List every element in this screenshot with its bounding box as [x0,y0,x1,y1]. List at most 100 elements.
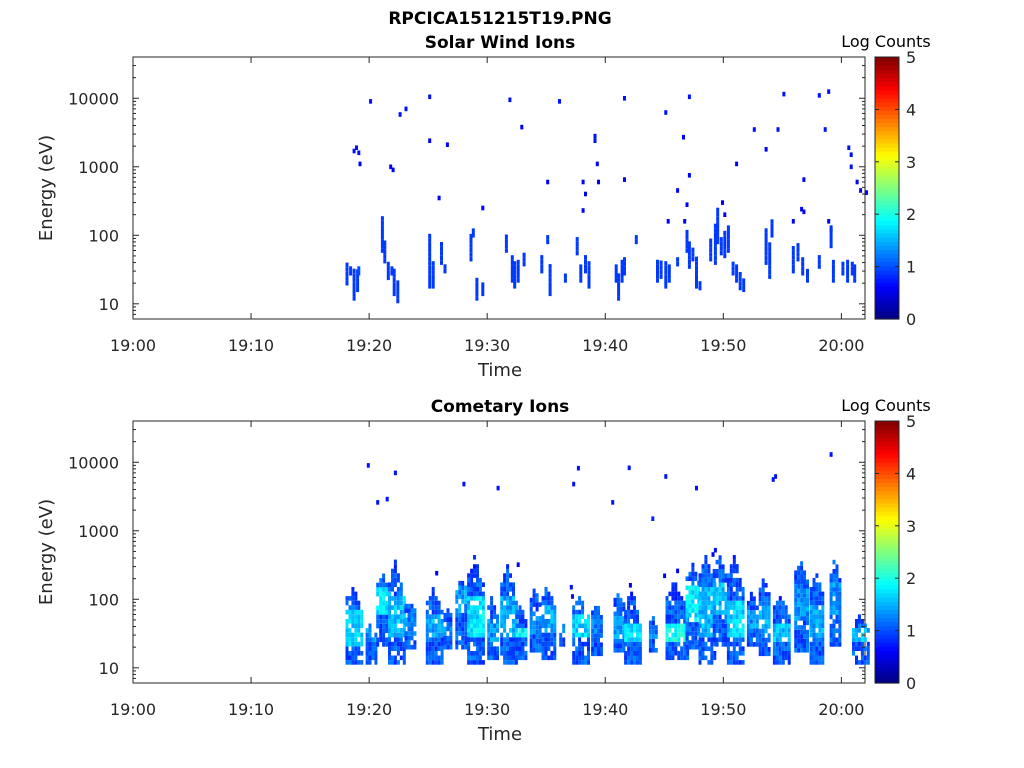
spectrogram-cell [627,641,631,647]
spectrogram-cell [850,261,854,267]
spectrogram-cell [806,634,809,639]
spectrogram-cell [434,646,438,651]
spectrogram-cell [815,596,819,601]
spectrogram-cell [623,96,626,101]
spectrogram-cell [797,602,801,607]
spectrogram-cell [496,646,499,651]
spectrogram-cell [434,596,438,601]
spectrogram-cell [617,291,621,297]
colorbar-swatch [875,494,899,500]
spectrogram-cell [835,582,839,588]
colorbar-swatch [875,151,899,156]
spectrogram-cell [614,264,618,269]
colorbar-swatch [875,310,899,316]
colorbar-swatch [875,138,899,144]
colorbar-swatch [875,241,899,246]
spectrogram-cell [674,641,678,647]
spectrogram-cell [671,650,675,656]
spectrogram-cell [512,587,515,592]
spectrogram-cell [715,600,719,606]
spectrogram-cell [490,619,494,624]
colorbar-swatch [875,216,899,222]
spectrogram-cell [691,256,695,262]
spectrogram-cell [503,651,507,656]
spectrogram-cell [402,609,406,615]
spectrogram-cell [404,640,408,645]
spectrogram-cell [379,605,383,611]
spectrogram-cell [794,606,798,612]
colorbar-tick-label: 1 [906,622,916,641]
spectrogram-cell [688,640,692,645]
spectrogram-cell [374,660,378,665]
spectrogram-cell [664,261,668,266]
spectrogram-cell [464,590,468,595]
spectrogram-cell [619,611,623,617]
spectrogram-cell [503,573,507,578]
spectrogram-cell [503,628,507,633]
spectrogram-cell [351,600,355,606]
spectrogram-cell [532,602,536,607]
spectrogram-cell [761,647,765,652]
colorbar-swatch [875,568,899,574]
spectrogram-cell [611,500,615,505]
spectrogram-cell [622,629,626,635]
spectrogram-cell [382,628,386,633]
spectrogram-cell [449,612,453,618]
spectrogram-cell [796,256,800,262]
spectrogram-cell [597,647,600,652]
spectrogram-cell [850,266,854,271]
spectrogram-cell [376,610,380,615]
spectrogram-cell [513,265,517,271]
spectrogram-cell [437,605,441,610]
panel-title-solar-wind: Solar Wind Ions [425,33,576,53]
spectrogram-cell [352,277,356,283]
spectrogram-cell [383,245,387,250]
spectrogram-cell [404,635,408,641]
spectrogram-cell [376,587,380,592]
figure-title: RPCICA151215T19.PNG [388,9,611,29]
spectrogram-cell [476,577,479,583]
spectrogram-cell [712,569,716,574]
spectrogram-cell [443,626,447,632]
colorbar-swatch [875,106,899,111]
spectrogram-cell [593,138,597,143]
spectrogram-cell [376,582,380,588]
spectrogram-cell [713,587,717,592]
spectrogram-cell [396,294,400,299]
spectrogram-cell [784,646,788,651]
spectrogram-cell [821,619,825,624]
spectrogram-cell [597,624,600,629]
spectrogram-cell [761,601,765,606]
spectrogram-cell [821,632,825,638]
spectrogram-cell [794,570,798,575]
spectrogram-cell [704,568,708,574]
spectrogram-cell [470,651,474,656]
spectrogram-cell [478,646,482,651]
spectrogram-cell [599,615,603,620]
spectrogram-cell [428,279,432,285]
spectrogram-cell [529,625,533,630]
spectrogram-cell [613,643,617,649]
spectrogram-cell [827,89,831,94]
spectrogram-cell [365,641,369,647]
spectrogram-cell [749,614,753,620]
spectrogram-cell [638,646,642,651]
spectrogram-cell [473,587,476,592]
spectrogram-cell [513,274,517,280]
spectrogram-cell [738,660,742,665]
spectrogram-cell [396,605,400,610]
spectrogram-cell [506,605,510,610]
spectrogram-cell [512,632,515,638]
spectrogram-cell [476,587,479,592]
spectrogram-cell [803,602,806,607]
spectrogram-cell [704,628,708,633]
spectrogram-cell [440,246,443,252]
spectrogram-cell [513,279,517,285]
spectrogram-cell [493,650,497,656]
spectrogram-cell [812,660,816,665]
colorbar-swatch [875,224,899,230]
spectrogram-cell [360,609,364,615]
spectrogram-cell [524,655,528,661]
spectrogram-cell [532,625,536,630]
spectrogram-cell [357,619,361,624]
